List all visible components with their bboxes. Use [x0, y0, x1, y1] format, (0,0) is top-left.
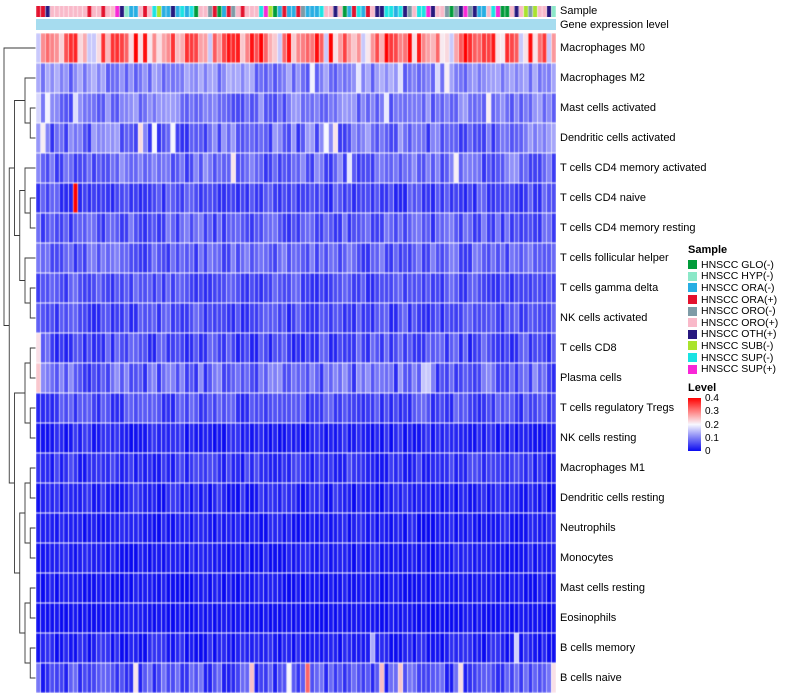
sample-annotation-label: Sample	[560, 5, 598, 17]
row-label: Monocytes	[560, 552, 614, 564]
legend-label: HNSCC ORA(-)	[701, 281, 775, 294]
row-label: T cells regulatory Tregs	[560, 402, 675, 414]
legend-label: HNSCC SUP(-)	[701, 351, 774, 364]
gene-expression-annotation-label: Gene expression level	[560, 19, 669, 31]
level-tick-label: 0.4	[705, 393, 719, 404]
legend-label: HNSCC OTH(+)	[701, 328, 777, 341]
sample-legend-item: HNSCC SUB(-)	[688, 340, 778, 352]
legend-color-swatch	[688, 271, 697, 281]
legend-color-swatch	[688, 295, 697, 305]
sample-legend: Sample HNSCC GLO(-) HNSCC HYP(-) HNSCC ORA…	[688, 244, 778, 375]
dendrogram-branches	[3, 47, 36, 679]
legend-color-swatch	[688, 353, 697, 363]
row-label: T cells gamma delta	[560, 282, 659, 294]
sample-legend-item: HNSCC ORA(+)	[688, 294, 778, 306]
legend-color-swatch	[688, 283, 697, 293]
legend-label: HNSCC HYP(-)	[701, 270, 774, 283]
sample-legend-item: HNSCC ORO(+)	[688, 317, 778, 329]
legend-label: HNSCC GLO(-)	[701, 258, 774, 271]
sample-legend-item: HNSCC GLO(-)	[688, 259, 778, 271]
row-label: Macrophages M2	[560, 72, 645, 84]
row-label: T cells CD4 memory activated	[560, 162, 707, 174]
level-legend-scale: 0.4 0.3 0.2 0.1 0	[688, 393, 719, 457]
sample-legend-item: HNSCC SUP(-)	[688, 352, 778, 364]
row-label: Neutrophils	[560, 522, 616, 534]
level-tick-label: 0.2	[705, 419, 719, 431]
row-dendrogram	[3, 47, 36, 679]
row-label: T cells CD4 naive	[560, 192, 646, 204]
sample-legend-title: Sample	[688, 244, 728, 256]
level-gradient-bar	[688, 398, 701, 451]
sample-legend-item: HNSCC HYP(-)	[688, 270, 778, 283]
legend-label: HNSCC SUB(-)	[701, 339, 774, 352]
legend-label: HNSCC SUP(+)	[701, 363, 776, 376]
sample-legend-item: HNSCC OTH(+)	[688, 328, 778, 341]
legend-color-swatch	[688, 318, 697, 328]
row-label: NK cells activated	[560, 312, 648, 324]
sample-legend-item: HNSCC ORO(-)	[688, 305, 778, 317]
row-label: B cells naive	[560, 672, 622, 684]
gene-expression-annotation-bar	[36, 19, 556, 30]
row-label: Mast cells activated	[560, 102, 656, 114]
row-label: Plasma cells	[560, 372, 622, 384]
row-label: NK cells resting	[560, 432, 637, 444]
row-label: T cells CD8	[560, 342, 617, 354]
level-legend-title: Level	[688, 382, 717, 394]
legend-color-swatch	[688, 341, 697, 351]
legend-label: HNSCC ORO(-)	[701, 305, 776, 318]
legend-label: HNSCC ORA(+)	[701, 293, 778, 306]
sample-legend-items: HNSCC GLO(-) HNSCC HYP(-) HNSCC ORA(-) HNSC…	[688, 259, 778, 375]
level-tick-label: 0.1	[705, 432, 719, 444]
row-label: Mast cells resting	[560, 582, 645, 594]
row-label: T cells follicular helper	[560, 252, 669, 264]
row-label: Macrophages M0	[560, 42, 645, 54]
heatmap-canvas	[36, 33, 556, 693]
sample-legend-item: HNSCC ORA(-)	[688, 282, 778, 294]
level-legend: Level 0.4 0.3 0.2 0.1 0	[688, 382, 719, 457]
row-label: B cells memory	[560, 642, 636, 654]
sample-annotation-bar	[36, 6, 556, 17]
row-label: Macrophages M1	[560, 462, 645, 474]
legend-label: HNSCC ORO(+)	[701, 316, 779, 329]
legend-color-swatch	[688, 306, 697, 316]
row-label: T cells CD4 memory resting	[560, 222, 696, 234]
legend-color-swatch	[688, 260, 697, 270]
row-label: Dendritic cells resting	[560, 492, 665, 504]
row-label: Dendritic cells activated	[560, 132, 676, 144]
level-tick-label: 0	[705, 446, 711, 457]
legend-color-swatch	[688, 364, 697, 374]
level-tick-label: 0.3	[705, 406, 719, 418]
legend-color-swatch	[688, 329, 697, 339]
row-label: Eosinophils	[560, 612, 617, 624]
sample-legend-item: HNSCC SUP(+)	[688, 363, 778, 375]
